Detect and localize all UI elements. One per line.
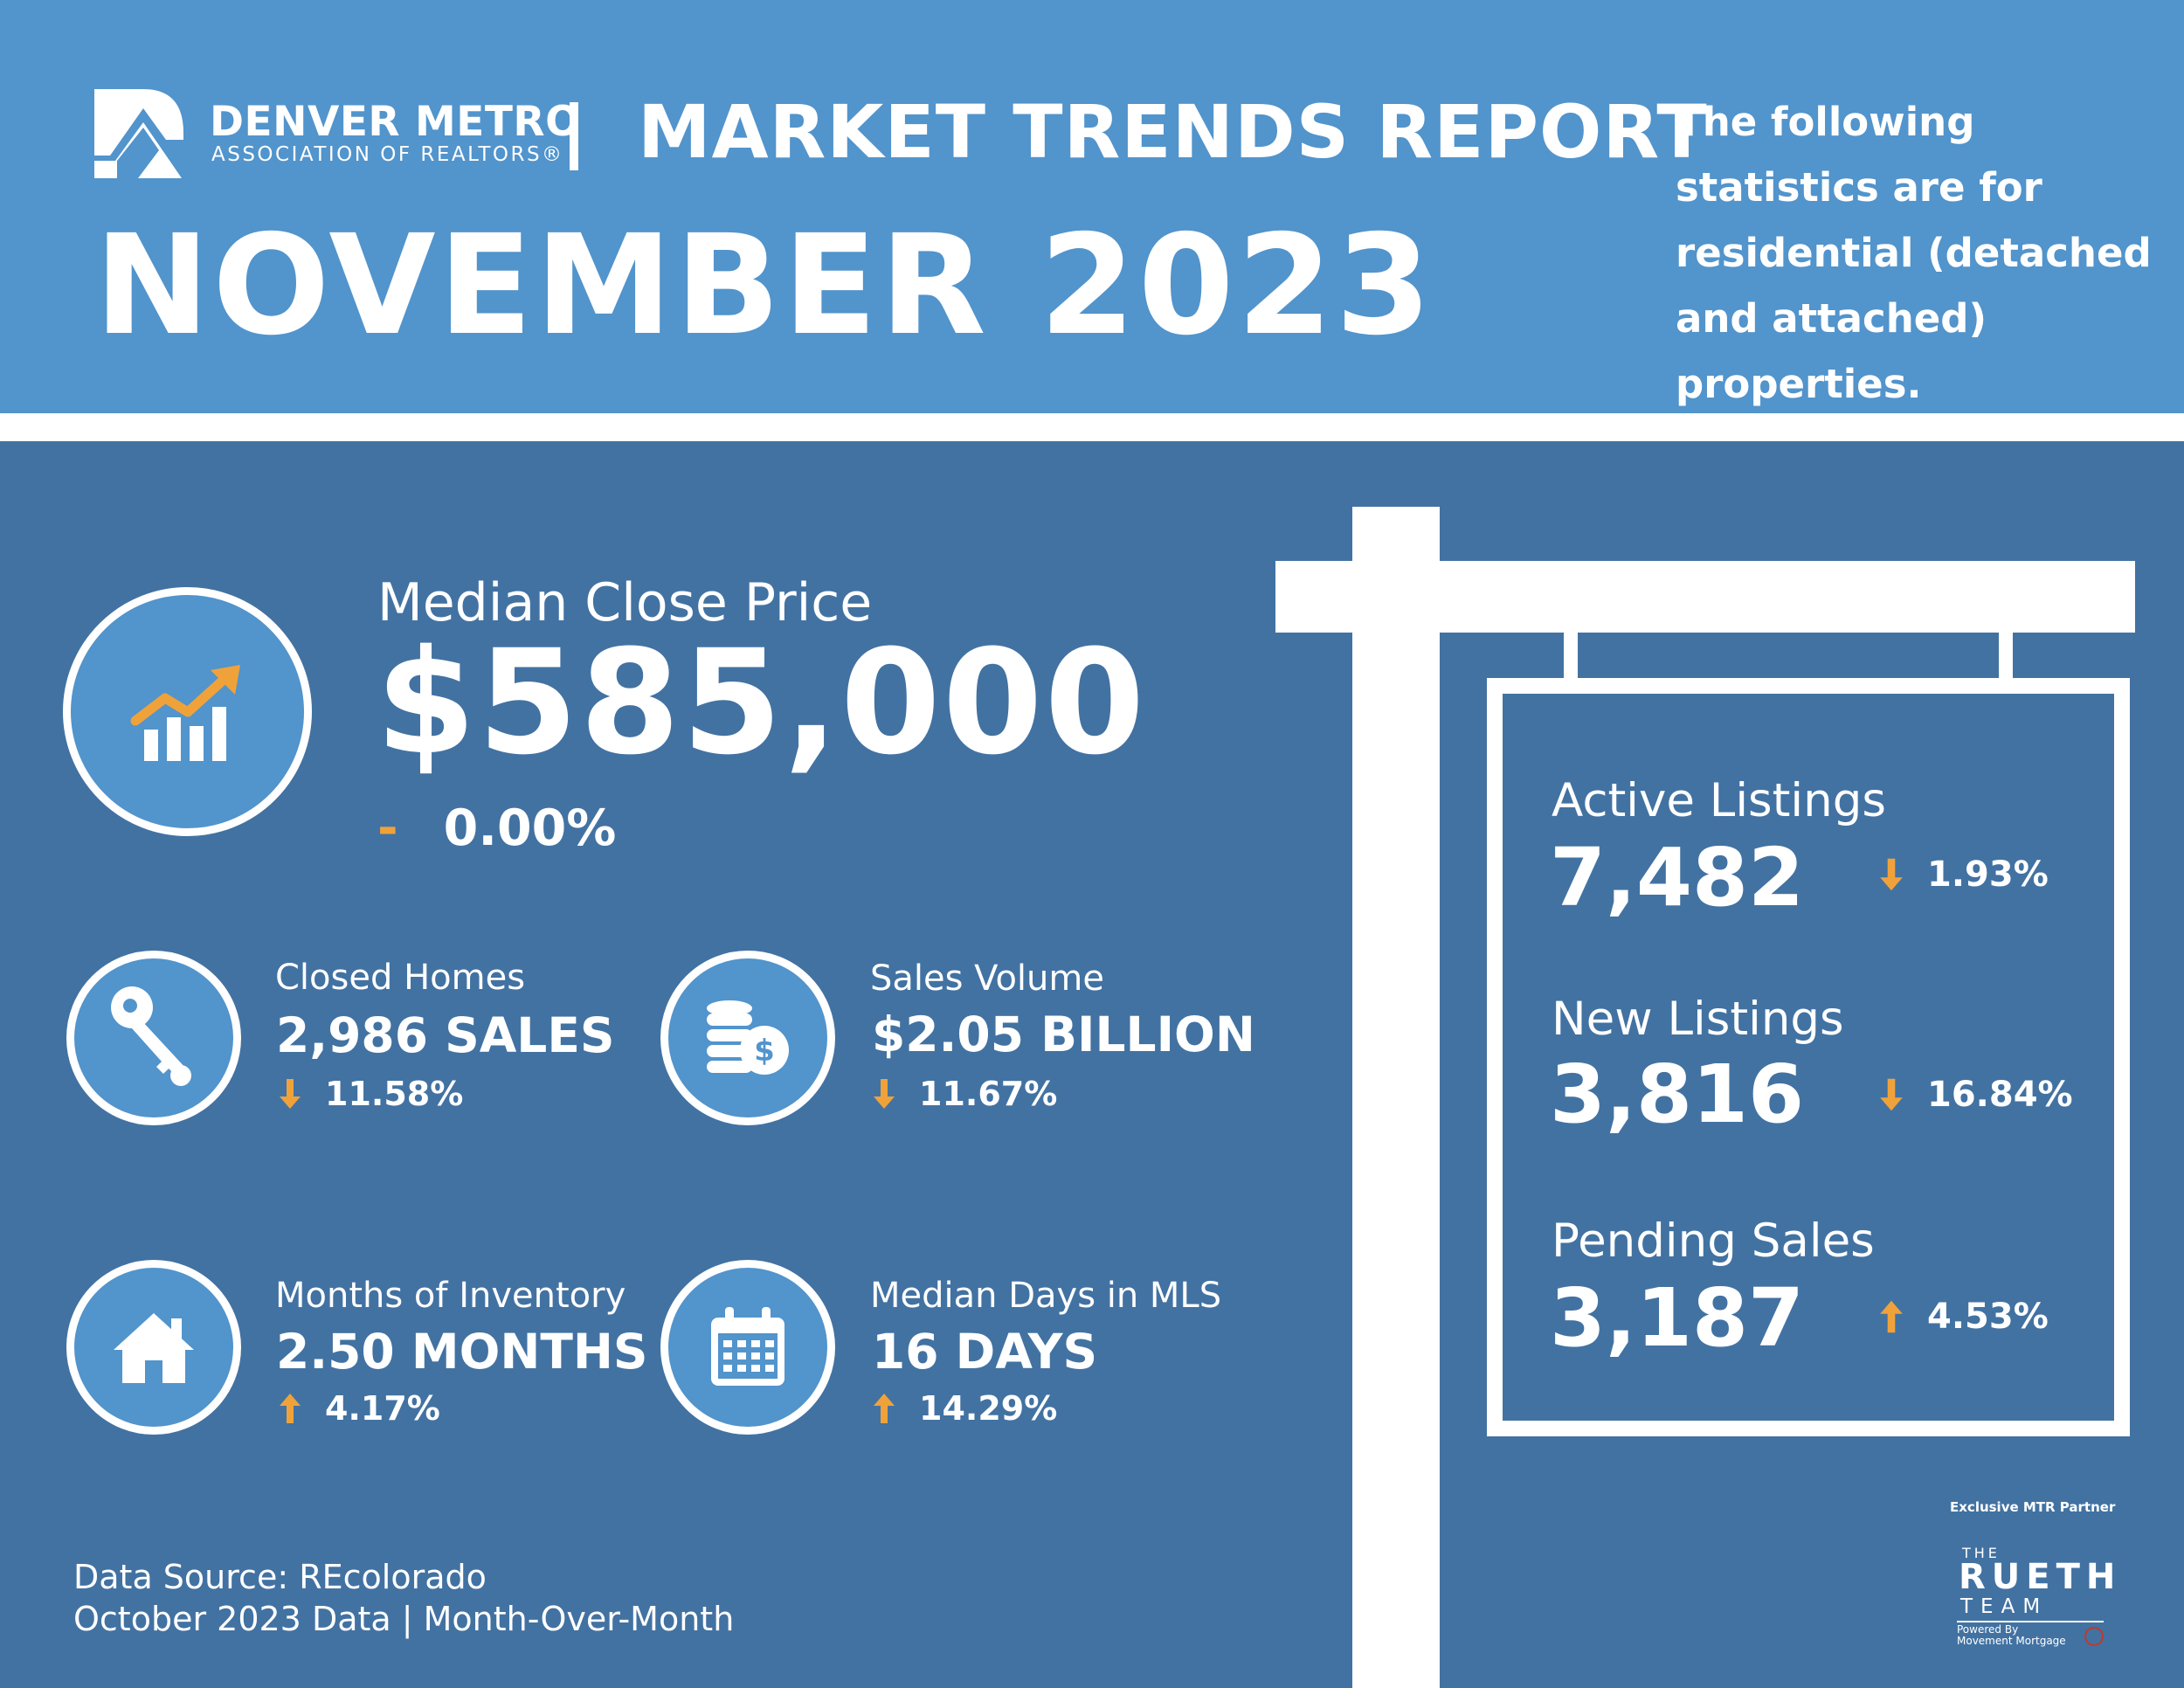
- active-listings-value: 7,482: [1550, 831, 1805, 924]
- org-name: DENVER METRO: [210, 98, 581, 146]
- change-value: 11.58%: [325, 1075, 464, 1113]
- logo-icon: [91, 87, 187, 179]
- partner-logo-name: RUETH: [1959, 1557, 2122, 1597]
- trend-chart-icon: [63, 587, 312, 836]
- sign-hanger-left: [1564, 631, 1578, 681]
- months-of-inventory-label: Months of Inventory: [275, 1276, 626, 1316]
- arrow-down-icon: [278, 1077, 302, 1110]
- no-change-dash-icon: -: [377, 799, 398, 857]
- arrow-up-icon: [1878, 1298, 1904, 1335]
- change-value: 16.84%: [1927, 1075, 2073, 1115]
- page-title: NOVEMBER 2023: [94, 205, 1434, 366]
- median-close-price-label: Median Close Price: [377, 572, 873, 633]
- data-period: October 2023 Data | Month-Over-Month: [73, 1600, 735, 1638]
- sign-board: [1487, 678, 2130, 1436]
- calendar-icon: [660, 1260, 835, 1435]
- change-value: 14.29%: [919, 1389, 1058, 1428]
- arrow-down-icon: [1878, 856, 1904, 893]
- new-listings-change: 16.84%: [1878, 1075, 2073, 1115]
- new-listings-label: New Listings: [1552, 993, 1844, 1046]
- closed-homes-change: 11.58%: [278, 1075, 463, 1113]
- sales-volume-change: 11.67%: [872, 1075, 1057, 1113]
- sign-crossbar: [1275, 561, 2135, 633]
- coins-icon: $: [660, 951, 835, 1125]
- pending-sales-value: 3,187: [1550, 1271, 1805, 1365]
- movement-mortgage-logo-icon: [2084, 1627, 2104, 1646]
- org-subtitle: ASSOCIATION OF REALTORS®: [211, 143, 564, 166]
- arrow-up-icon: [278, 1392, 302, 1425]
- new-listings-value: 3,816: [1550, 1048, 1805, 1141]
- median-days-in-mls-label: Median Days in MLS: [870, 1276, 1222, 1316]
- header-note: The following statistics are for residen…: [1676, 99, 2152, 407]
- powered-by-text: Powered By: [1957, 1623, 2019, 1636]
- header-band: [0, 0, 2184, 413]
- partner-logo-team: TEAM: [1960, 1595, 2049, 1618]
- months-of-inventory-change: 4.17%: [278, 1389, 440, 1428]
- data-source: Data Source: REcolorado: [73, 1558, 487, 1596]
- header-divider: [570, 102, 578, 170]
- change-value: 4.17%: [325, 1389, 440, 1428]
- partner-label: Exclusive MTR Partner: [1950, 1499, 2116, 1515]
- sales-volume-value: $2.05 BILLION: [872, 1007, 1255, 1062]
- median-days-in-mls-change: 14.29%: [872, 1389, 1057, 1428]
- sign-post: [1352, 507, 1440, 1688]
- pending-sales-label: Pending Sales: [1552, 1214, 1875, 1268]
- sales-volume-label: Sales Volume: [870, 958, 1104, 999]
- arrow-down-icon: [1878, 1076, 1904, 1113]
- change-value: 1.93%: [1927, 854, 2049, 895]
- arrow-down-icon: [872, 1077, 896, 1110]
- change-value: 11.67%: [919, 1075, 1058, 1113]
- partner-logo-the: THE: [1962, 1545, 2001, 1561]
- median-days-in-mls-value: 16 DAYS: [872, 1324, 1098, 1380]
- powered-by-company: Movement Mortgage: [1957, 1635, 2066, 1647]
- change-value: 0.00%: [443, 799, 617, 857]
- closed-homes-label: Closed Homes: [275, 958, 526, 998]
- months-of-inventory-value: 2.50 MONTHS: [276, 1324, 648, 1380]
- report-title: MARKET TRENDS REPORT: [638, 89, 1708, 175]
- sign-hanger-right: [1999, 631, 2013, 681]
- key-icon: [66, 951, 241, 1125]
- median-close-price-value: $585,000: [376, 619, 1147, 786]
- median-close-price-change: - 0.00%: [377, 799, 616, 857]
- pending-sales-change: 4.53%: [1878, 1297, 2049, 1337]
- svg-text:$: $: [754, 1034, 775, 1069]
- active-listings-change: 1.93%: [1878, 854, 2049, 895]
- change-value: 4.53%: [1927, 1297, 2049, 1337]
- arrow-up-icon: [872, 1392, 896, 1425]
- active-listings-label: Active Listings: [1552, 774, 1887, 827]
- house-icon: [66, 1260, 241, 1435]
- closed-homes-value: 2,986 SALES: [276, 1007, 615, 1063]
- partner-logo-divider: [1957, 1621, 2104, 1622]
- partner-powered-by: Powered By Movement Mortgage: [1957, 1624, 2066, 1647]
